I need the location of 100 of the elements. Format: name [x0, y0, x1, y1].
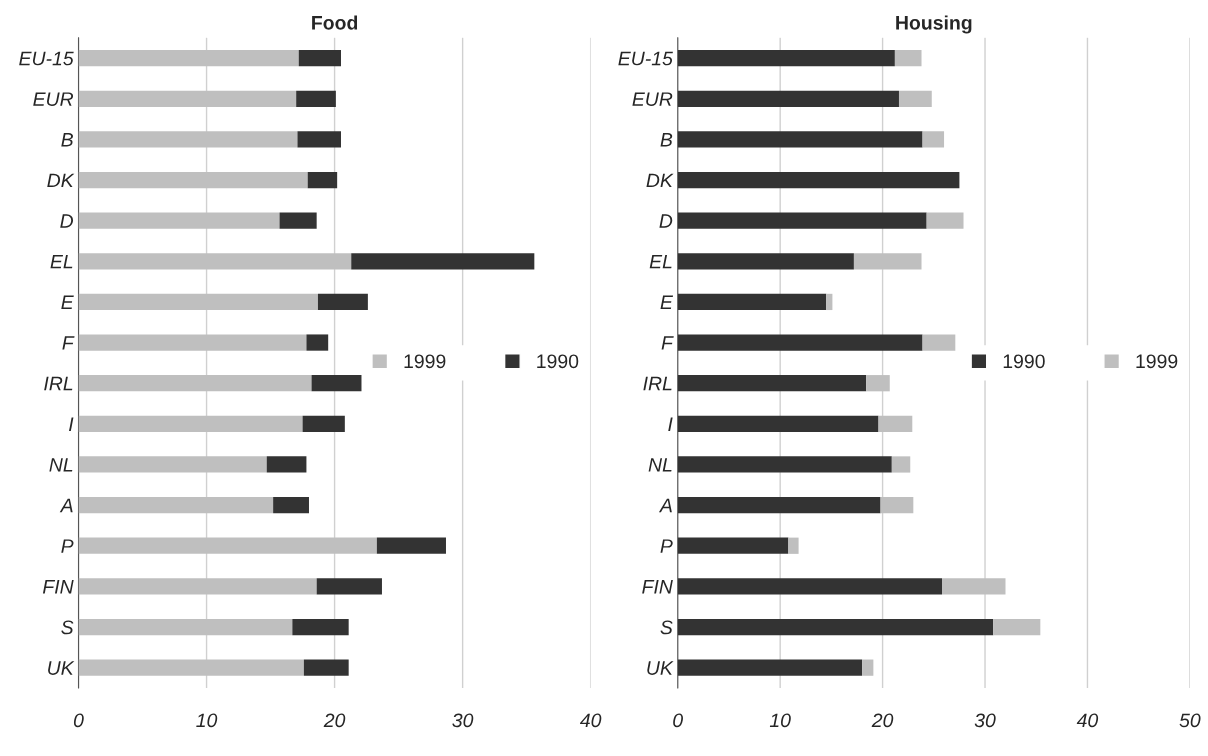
x-tick-label: 20: [323, 713, 346, 728]
bar: [677, 578, 942, 595]
bar: [898, 90, 932, 107]
bar: [880, 496, 914, 514]
y-tick-label: NL: [49, 458, 73, 472]
bar: [298, 49, 341, 67]
y-tick-label: I: [668, 417, 673, 431]
y-tick-label: IRL: [44, 376, 73, 391]
y-tick-label: EUR: [33, 92, 74, 106]
bar: [351, 253, 535, 270]
bar: [677, 131, 923, 148]
bar: [788, 537, 799, 554]
bar: [677, 171, 960, 189]
y-tick-label: S: [660, 620, 673, 635]
x-tick-label: 0: [673, 713, 683, 728]
bar: [878, 415, 913, 432]
y-tick-label: E: [660, 295, 674, 309]
x-tick-label: 30: [974, 713, 996, 728]
bar: [306, 334, 329, 351]
bar: [891, 456, 911, 473]
bar: [862, 659, 874, 676]
bar: [78, 171, 308, 189]
bar: [78, 212, 280, 229]
x-tick-label: 30: [452, 713, 474, 728]
x-tick-label: 20: [871, 713, 894, 728]
y-tick-label: A: [658, 498, 672, 513]
bar: [296, 90, 336, 107]
y-tick-label: B: [660, 133, 673, 147]
bar: [78, 496, 274, 514]
bar: [677, 496, 881, 514]
bar: [677, 212, 927, 229]
bar: [677, 659, 863, 676]
y-tick-label: EUR: [632, 92, 673, 106]
bar: [297, 131, 341, 148]
y-tick-label: P: [660, 539, 673, 553]
bar: [292, 618, 349, 636]
bar: [826, 293, 833, 311]
bar: [376, 537, 446, 554]
y-tick-label: P: [61, 539, 74, 553]
x-tick-label: 50: [1179, 713, 1201, 728]
x-tick-label: 10: [196, 713, 218, 728]
bar: [677, 334, 923, 351]
y-tick-label: D: [60, 214, 74, 228]
bar: [78, 253, 352, 270]
bar: [922, 334, 956, 351]
legend-label: 1990: [537, 354, 579, 369]
bar: [78, 90, 297, 107]
bar: [677, 90, 899, 107]
y-tick-label: S: [61, 620, 74, 635]
bar: [273, 496, 309, 514]
bar: [78, 659, 304, 676]
bar: [894, 49, 922, 67]
bar: [78, 375, 312, 392]
y-tick-label: F: [661, 336, 674, 350]
bar: [993, 618, 1041, 636]
bar: [853, 253, 922, 270]
y-tick-label: DK: [646, 173, 674, 188]
y-tick-label: EL: [649, 254, 672, 269]
y-tick-label: FIN: [642, 580, 673, 594]
y-tick-label: NL: [648, 458, 672, 472]
y-tick-label: DK: [47, 173, 75, 188]
y-tick-label: EU-15: [618, 51, 673, 66]
chart-title: Food: [312, 15, 358, 30]
bar: [279, 212, 317, 229]
bar: [302, 415, 345, 432]
legend-label: 1999: [1136, 354, 1178, 369]
legend-label: 1990: [1003, 354, 1045, 369]
bar: [677, 618, 994, 636]
y-tick-label: EL: [50, 254, 73, 269]
bar: [78, 49, 299, 67]
bar: [677, 415, 879, 432]
bar: [677, 253, 854, 270]
bar: [677, 49, 895, 67]
x-tick-label: 40: [579, 713, 602, 728]
bar: [303, 659, 349, 676]
bar: [78, 334, 307, 351]
y-tick-label: UK: [48, 661, 75, 675]
bar: [677, 456, 892, 473]
bar: [317, 293, 368, 311]
x-tick-label: 10: [769, 713, 791, 728]
y-tick-label: A: [59, 498, 73, 513]
y-tick-label: EU-15: [19, 51, 74, 66]
y-tick-label: UK: [647, 661, 674, 675]
bar: [78, 415, 303, 432]
bar: [677, 293, 827, 311]
bar: [78, 537, 377, 554]
bar: [78, 131, 298, 148]
bar: [311, 375, 362, 392]
bar: [307, 171, 338, 189]
y-tick-label: D: [659, 214, 673, 228]
bar: [78, 578, 317, 595]
chart-title: Housing: [896, 15, 972, 34]
bar: [78, 293, 318, 311]
y-tick-label: IRL: [643, 376, 672, 391]
y-tick-label: FIN: [42, 580, 74, 594]
y-tick-label: B: [61, 133, 73, 147]
bar: [78, 618, 293, 636]
bar: [677, 537, 789, 554]
legend-label: 1999: [404, 354, 446, 369]
bar: [866, 375, 890, 392]
